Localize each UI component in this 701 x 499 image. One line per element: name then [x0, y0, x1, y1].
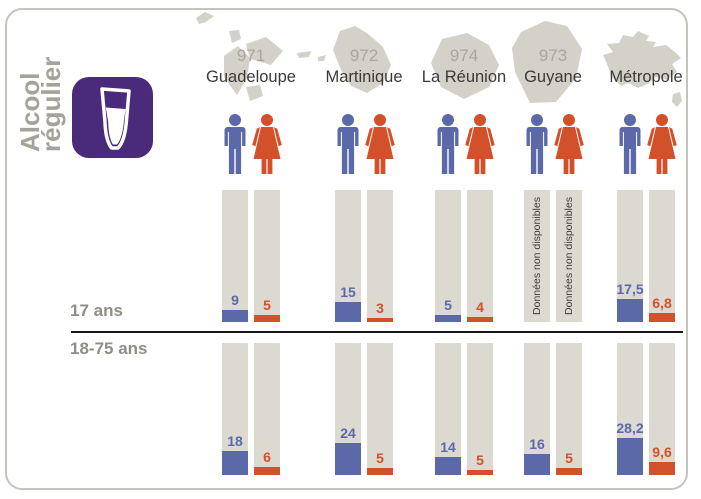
region-code: 973	[538, 46, 568, 65]
bar-value: 14	[440, 439, 456, 455]
female-icon	[363, 114, 397, 174]
map-guadeloupe-icon	[196, 12, 326, 101]
bar-female-18-75: 6	[254, 343, 280, 475]
bar-fill	[222, 310, 248, 322]
bar-value: 5	[565, 450, 573, 466]
map-la-reunion-icon	[431, 33, 499, 99]
male-icon	[435, 114, 461, 174]
bar-fill	[435, 315, 461, 322]
bar-value: 5	[376, 450, 384, 466]
bar-fill	[254, 315, 280, 322]
bar-fill	[524, 454, 550, 475]
bar-male-17: 15	[335, 190, 361, 322]
region-column-la-reunion: 974 La Réunion 5 4 14 5	[422, 0, 506, 499]
beer-glass-icon	[100, 87, 131, 150]
male-icon	[335, 114, 361, 174]
bar-fill	[649, 313, 675, 322]
bar-fill	[435, 457, 461, 475]
female-icon	[250, 114, 284, 174]
age-label-18-75-ans: 18-75 ans	[70, 339, 148, 358]
bar-male-18-75: 24	[335, 343, 361, 475]
bar-female-17-no-data: Données non disponibles	[556, 190, 582, 322]
region-code: 972	[349, 46, 379, 65]
bar-value: 17,5	[616, 281, 644, 297]
separator-line	[71, 331, 683, 333]
bar-fill	[335, 443, 361, 475]
region-code: 974	[449, 46, 479, 65]
bar-male-18-75: 18	[222, 343, 248, 475]
map-metropole-icon	[603, 31, 682, 107]
no-data-label: Données non disponibles	[563, 197, 575, 315]
region-name: La Réunion	[421, 68, 507, 86]
map-martinique-icon	[333, 26, 391, 93]
region-name: Martinique	[325, 68, 403, 86]
bar-female-18-75: 5	[556, 343, 582, 475]
region-name: Guadeloupe	[206, 68, 296, 86]
no-data-label: Données non disponibles	[531, 197, 543, 315]
region-code: 971	[236, 46, 266, 65]
bar-male-17: 5	[435, 190, 461, 322]
male-icon	[524, 114, 550, 174]
bar-value: 28,2	[616, 420, 644, 436]
male-icon	[222, 114, 248, 174]
bar-male-18-75: 16	[524, 343, 550, 475]
bar-male-18-75: 14	[435, 343, 461, 475]
bar-value: 6,8	[652, 295, 672, 311]
bar-fill	[617, 438, 643, 475]
bar-male-17: 17,5	[616, 190, 644, 322]
bar-fill	[467, 317, 493, 322]
bar-female-17: 3	[367, 190, 393, 322]
map-guyane-icon	[512, 21, 582, 103]
region-column-guadeloupe: 971 Guadeloupe 9 5 18 6	[206, 0, 296, 499]
bar-fill	[617, 299, 643, 322]
beer-icon-tile	[72, 77, 153, 158]
bar-value: 15	[340, 284, 356, 300]
bar-value: 5	[263, 297, 271, 313]
region-column-metropole: Métropole 17,5 6,8 28,2 9,6	[609, 0, 683, 499]
bar-female-17: 4	[467, 190, 493, 322]
bar-value: 4	[476, 299, 484, 315]
bar-fill	[222, 451, 248, 475]
bar-value: 3	[376, 300, 384, 316]
bar-value: 5	[476, 452, 484, 468]
bar-value: 24	[340, 425, 356, 441]
bar-female-18-75: 5	[367, 343, 393, 475]
region-name: Guyane	[524, 68, 582, 86]
bar-female-18-75: 9,6	[649, 343, 675, 475]
bar-value: 18	[227, 433, 243, 449]
panel-title: Alcool régulier	[15, 56, 66, 152]
female-icon	[645, 114, 679, 174]
bar-fill	[367, 468, 393, 475]
bar-fill	[467, 470, 493, 475]
bar-fill	[556, 468, 582, 475]
bar-female-17: 6,8	[649, 190, 675, 322]
bar-female-17: 5	[254, 190, 280, 322]
age-label-17-ans: 17 ans	[70, 301, 123, 320]
bar-value: 9,6	[652, 444, 672, 460]
region-column-guyane: 973 Guyane Données non disponibles Donné…	[524, 0, 584, 499]
bar-value: 9	[231, 292, 239, 308]
bar-male-18-75: 28,2	[616, 343, 644, 475]
region-column-martinique: 972 Martinique 15 3 24 5	[325, 0, 403, 499]
bar-male-17: 9	[222, 190, 248, 322]
bar-value: 5	[444, 297, 452, 313]
male-icon	[617, 114, 643, 174]
bar-female-18-75: 5	[467, 343, 493, 475]
female-icon	[463, 114, 497, 174]
bar-fill	[254, 467, 280, 475]
bar-fill	[649, 462, 675, 475]
bar-fill	[335, 302, 361, 322]
bar-value: 16	[529, 436, 545, 452]
region-name: Métropole	[609, 68, 683, 86]
bar-value: 6	[263, 449, 271, 465]
female-icon	[552, 114, 586, 174]
bar-fill	[367, 318, 393, 322]
bar-male-17-no-data: Données non disponibles	[524, 190, 550, 322]
